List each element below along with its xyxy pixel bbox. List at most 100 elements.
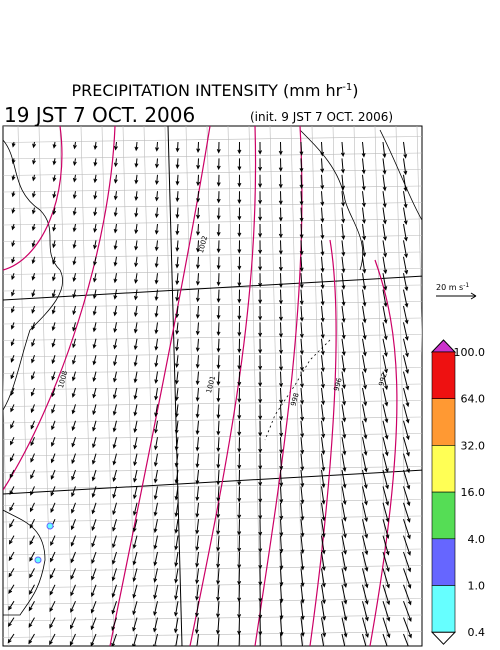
wind-arrow — [258, 453, 263, 470]
grid-line — [3, 350, 422, 358]
wind-arrow — [300, 387, 305, 405]
wind-arrow — [300, 584, 305, 604]
wind-arrow — [92, 420, 97, 432]
wind-arrow — [90, 601, 97, 614]
wind-arrow — [174, 502, 179, 518]
wind-arrow — [49, 617, 56, 629]
wind-arrow — [299, 141, 304, 156]
wind-arrow — [50, 535, 56, 547]
wind-arrow — [50, 551, 56, 563]
wind-arrow — [52, 174, 57, 182]
wind-arrow — [279, 338, 283, 355]
wind-arrow — [320, 141, 325, 157]
wind-arrow — [51, 322, 56, 332]
wind-arrow — [70, 568, 76, 580]
wind-arrow — [320, 158, 325, 174]
colorbar-label: 32.0 — [461, 439, 486, 452]
wind-arrow — [382, 256, 388, 275]
wind-arrow — [278, 223, 283, 239]
wind-arrow — [132, 568, 138, 583]
wind-arrow — [362, 338, 367, 357]
wind-arrow — [300, 437, 305, 455]
wind-arrow — [70, 519, 76, 531]
wind-arrow — [51, 289, 56, 298]
grid-line — [38, 126, 52, 646]
wind-arrow — [258, 207, 263, 222]
wind-arrow — [72, 191, 77, 200]
wind-arrow — [196, 207, 201, 220]
wind-arrow — [382, 601, 391, 622]
grid-line — [3, 482, 422, 490]
wind-arrow — [382, 551, 390, 573]
wind-arrow — [195, 371, 200, 386]
wind-arrow — [90, 633, 97, 646]
wind-arrow — [133, 469, 138, 483]
wind-arrow — [30, 469, 35, 480]
title-end: ) — [352, 81, 358, 100]
wind-arrow — [403, 338, 409, 358]
wind-arrow — [195, 437, 200, 452]
wind-arrow — [72, 338, 76, 349]
wind-arrow — [382, 191, 387, 208]
wind-arrow — [382, 535, 390, 556]
wind-arrow — [382, 355, 388, 374]
wind-arrow — [175, 158, 180, 169]
grid-line — [164, 126, 178, 646]
wind-arrow — [403, 551, 412, 573]
wind-arrow — [382, 305, 388, 324]
wind-arrow — [341, 551, 348, 572]
wind-arrow — [403, 158, 408, 176]
wind-arrow — [174, 469, 179, 485]
wind-arrow — [278, 273, 283, 289]
wind-arrow — [31, 338, 35, 347]
wind-arrow — [362, 437, 368, 456]
wind-arrow — [133, 371, 138, 384]
wind-arrow — [132, 633, 138, 646]
wind-arrow — [112, 469, 117, 483]
wind-arrow — [93, 223, 98, 233]
wind-arrow — [31, 240, 36, 248]
wind-arrow — [132, 617, 138, 632]
wind-arrow — [175, 141, 180, 153]
wind-arrow — [216, 519, 221, 536]
wind-arrow — [341, 502, 347, 522]
grid-line — [3, 185, 422, 193]
grid-line — [311, 126, 325, 646]
isobar-label: 992 — [377, 372, 388, 387]
wind-arrow — [91, 551, 97, 565]
wind-arrow — [155, 158, 159, 169]
wind-arrow — [321, 371, 325, 389]
wind-arrow — [195, 404, 200, 419]
wind-arrow — [91, 502, 97, 515]
title-sup: -1 — [342, 82, 352, 93]
wind-arrow — [10, 305, 15, 314]
wind-arrow — [112, 420, 117, 433]
wind-arrow — [341, 338, 346, 357]
wind-arrow — [174, 387, 179, 402]
colorbar-cell — [431, 585, 456, 633]
wind-arrow — [258, 551, 263, 570]
wind-arrow — [278, 174, 283, 189]
wind-arrow — [403, 486, 411, 507]
wind-arrow — [30, 387, 35, 397]
wind-arrow — [258, 355, 263, 371]
wind-arrow — [11, 273, 15, 281]
wind-arrow — [175, 273, 180, 286]
wind-arrow — [279, 568, 284, 587]
wind-arrow — [92, 338, 97, 349]
wind-arrow — [31, 273, 36, 281]
wind-arrow — [91, 486, 97, 498]
wind-arrow — [382, 453, 389, 473]
wind-arrow — [341, 486, 347, 506]
wind-arrow — [237, 240, 242, 254]
wind-arrow — [362, 502, 368, 523]
wind-arrow — [279, 453, 284, 471]
wind-arrow — [196, 240, 200, 253]
wind-arrow — [300, 469, 305, 488]
wind-arrow — [72, 256, 77, 266]
wind-scale-sup: -1 — [463, 282, 469, 289]
wind-arrow — [362, 404, 368, 423]
wind-arrow — [112, 486, 117, 499]
